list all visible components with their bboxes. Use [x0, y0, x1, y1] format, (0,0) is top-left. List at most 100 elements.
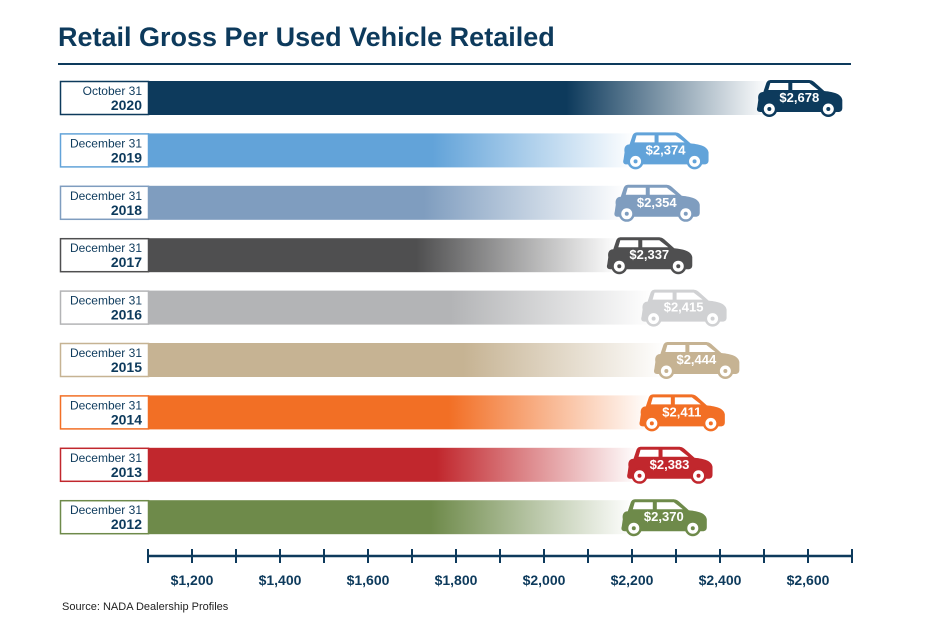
- car-window: [634, 135, 655, 143]
- bar: [148, 290, 653, 325]
- title-divider: [58, 63, 851, 65]
- value-label: $2,354: [637, 195, 678, 210]
- car-window: [618, 240, 639, 248]
- category-label-line1: December 31: [70, 136, 142, 150]
- category-label-line1: December 31: [70, 189, 142, 203]
- category-label-box: [59, 237, 150, 273]
- x-tick-label: $2,200: [611, 572, 654, 588]
- car-window: [649, 187, 676, 195]
- category-label-line1: December 31: [70, 398, 142, 412]
- car-icon: $2,444: [653, 342, 740, 379]
- wheel-center: [617, 264, 622, 269]
- wheel-center: [633, 159, 638, 164]
- category-label-box: [59, 395, 150, 430]
- wheel-center: [690, 526, 695, 531]
- car-window: [689, 345, 716, 352]
- wheel-center: [767, 107, 772, 111]
- car-window: [768, 83, 789, 90]
- bar: [148, 133, 635, 168]
- chart-title: Retail Gross Per Used Vehicle Retailed: [58, 22, 555, 52]
- wheel-center: [637, 473, 642, 478]
- car-window: [674, 397, 701, 405]
- category-label-year: 2018: [111, 202, 142, 218]
- bar: [148, 81, 769, 115]
- category-label-line1: December 31: [70, 451, 142, 465]
- car-icon: $2,354: [614, 184, 700, 222]
- category-label-year: 2017: [111, 254, 142, 270]
- bar: [148, 238, 619, 273]
- car-window: [792, 83, 819, 90]
- wheel-center: [631, 526, 636, 531]
- car-window: [625, 187, 646, 195]
- bar: [148, 447, 639, 482]
- bar: [148, 395, 651, 430]
- car-window: [658, 135, 685, 143]
- car-window: [652, 292, 673, 300]
- wheel-center: [710, 316, 715, 321]
- x-tick-label: $1,800: [435, 572, 478, 588]
- value-label: $2,383: [650, 457, 690, 472]
- car-icon: $2,383: [627, 446, 713, 484]
- car-window: [662, 449, 689, 457]
- x-axis: $1,200 $1,400 $1,600 $1,800 $2,000 $2,200 $2,4…: [147, 549, 853, 588]
- category-label-box: [59, 133, 150, 168]
- value-label: $2,411: [662, 404, 701, 419]
- x-tick-label: $2,600: [787, 572, 830, 588]
- x-tick-label: $1,600: [347, 572, 390, 588]
- car-window: [642, 240, 669, 248]
- category-label-box: [59, 80, 150, 116]
- category-label-year: 2014: [111, 411, 142, 427]
- car-icon: $2,337: [606, 237, 693, 275]
- wheel-center: [664, 369, 669, 373]
- wheel-center: [624, 211, 629, 216]
- wheel-center: [651, 316, 656, 321]
- bar: [148, 500, 633, 535]
- source-note: Source: NADA Dealership Profiles: [62, 601, 229, 613]
- car-icon: $2,370: [621, 499, 707, 537]
- wheel-center: [696, 473, 701, 478]
- car-window: [656, 502, 683, 510]
- x-tick-label: $1,200: [171, 572, 214, 588]
- category-label-line1: October 31: [83, 84, 143, 98]
- x-tick-label: $2,400: [699, 572, 742, 588]
- wheel-center: [826, 107, 831, 111]
- wheel-center: [683, 211, 688, 216]
- category-label-line1: December 31: [70, 241, 142, 255]
- bar: [148, 185, 626, 220]
- value-label: $2,444: [676, 352, 717, 367]
- category-label-line1: December 31: [70, 503, 142, 517]
- value-label: $2,374: [646, 142, 687, 157]
- category-label-year: 2020: [111, 97, 142, 113]
- category-label-box: [59, 499, 150, 535]
- value-label: $2,678: [779, 90, 819, 105]
- value-label: $2,337: [629, 247, 669, 262]
- category-label-box: [59, 447, 150, 483]
- car-icon: $2,411: [639, 394, 725, 432]
- car-icon: $2,415: [641, 289, 727, 327]
- car-window: [676, 292, 703, 300]
- category-label-year: 2015: [111, 359, 142, 375]
- car-window: [650, 397, 671, 405]
- wheel-center: [676, 264, 681, 269]
- value-label: $2,415: [664, 300, 704, 315]
- x-tick-label: $1,400: [259, 572, 302, 588]
- value-label: $2,370: [644, 509, 684, 524]
- wheel-center: [708, 421, 713, 426]
- category-label-year: 2016: [111, 307, 142, 323]
- category-label-year: 2012: [111, 516, 142, 532]
- category-label-year: 2019: [111, 149, 142, 165]
- bar: [148, 343, 666, 377]
- car-window: [632, 502, 653, 510]
- wheel-center: [649, 421, 654, 426]
- category-label-year: 2013: [111, 464, 142, 480]
- category-label-line1: December 31: [70, 346, 142, 360]
